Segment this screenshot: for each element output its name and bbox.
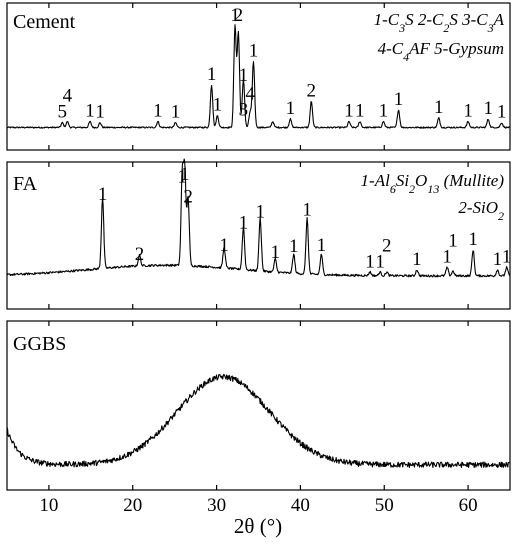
peak-label: 1	[317, 235, 327, 256]
xrd-trace-fa	[6, 158, 511, 278]
peak-label: 1	[302, 199, 312, 220]
peak-label: 1	[153, 101, 163, 122]
peak-label: 1	[448, 231, 458, 252]
peak-label: 5	[58, 102, 68, 123]
peak-label: 1	[249, 40, 259, 61]
x-tick-label: 50	[375, 495, 394, 516]
legend-line-1-fa: 1-Al6Si2O13 (Mullite)	[361, 171, 505, 196]
panel-fa: FA 1-Al6Si2O13 (Mullite) 2-SiO2 12112111…	[6, 158, 512, 310]
x-axis-tick-labels: 10 20 30 40 50 60	[39, 495, 477, 516]
peak-label: 1	[85, 101, 95, 122]
x-tick-label: 40	[291, 495, 310, 516]
peak-label: 1	[230, 5, 240, 26]
peak-label: 1	[463, 101, 473, 122]
x-tick-label: 60	[459, 495, 478, 516]
peak-label: 4	[245, 83, 255, 104]
peak-label: 1	[375, 251, 385, 272]
panel-label-cement: Cement	[13, 11, 76, 33]
legend-line-2-fa: 2-SiO2	[458, 198, 504, 223]
x-axis-title: 2θ (°)	[234, 514, 282, 538]
peak-label: 2	[307, 81, 317, 102]
peak-label: 1	[412, 249, 422, 270]
xrd-trace-ggbs	[6, 373, 511, 469]
peak-label: 1	[502, 247, 512, 268]
panel-frame-ggbs	[6, 320, 511, 491]
peak-label: 1	[497, 102, 507, 123]
peak-label: 3	[239, 99, 249, 120]
peak-label: 1	[177, 166, 187, 187]
peak-label: 1	[365, 251, 375, 272]
peak-label: 2	[234, 5, 244, 26]
peak-label: 1	[95, 102, 105, 123]
xrd-trace-cement	[6, 24, 511, 129]
x-tick-label: 30	[207, 495, 226, 516]
peak-label: 1	[493, 249, 503, 270]
peak-label: 1	[468, 229, 478, 250]
peak-label: 1	[442, 247, 452, 268]
peak-label: 1	[355, 101, 365, 122]
panel-label-fa: FA	[13, 173, 38, 195]
peak-label: 2	[135, 244, 145, 265]
peak-label: 1	[434, 97, 444, 118]
peak-label: 1	[271, 242, 281, 263]
panel-frame-cement	[6, 2, 511, 151]
peak-label: 1	[239, 212, 249, 233]
peak-label: 2	[183, 186, 193, 207]
peak-label: 1	[289, 236, 299, 257]
peak-label: 4	[63, 86, 73, 107]
panel-ggbs: GGBS	[6, 320, 511, 491]
x-axis-ticks	[48, 3, 469, 490]
x-tick-label: 10	[39, 495, 58, 516]
legend-line-1-cement: 1-C3S 2-C2S 3-C3A	[374, 10, 505, 35]
peak-label: 1	[98, 184, 108, 205]
peak-label: 1	[379, 101, 389, 122]
peak-label: 1	[344, 101, 354, 122]
peak-label: 1	[207, 64, 217, 85]
peak-label: 1	[286, 98, 296, 119]
peak-label: 1	[180, 164, 190, 185]
panel-cement: Cement 1-C3S 2-C2S 3-C3A 4-C4AF 5-Gypsum…	[6, 2, 511, 151]
peak-label: 1	[394, 89, 404, 110]
peak-label: 1	[213, 95, 223, 116]
peak-label: 1	[483, 98, 493, 119]
peak-label: 1	[255, 202, 265, 223]
panel-label-ggbs: GGBS	[13, 333, 66, 355]
panel-frame-fa	[6, 161, 511, 310]
peak-label: 1	[171, 102, 181, 123]
legend-line-2-cement: 4-C4AF 5-Gypsum	[378, 39, 504, 64]
peak-label: 1	[219, 235, 229, 256]
peak-label: 1	[239, 65, 249, 86]
x-tick-label: 20	[123, 495, 142, 516]
peak-label: 2	[382, 235, 392, 256]
